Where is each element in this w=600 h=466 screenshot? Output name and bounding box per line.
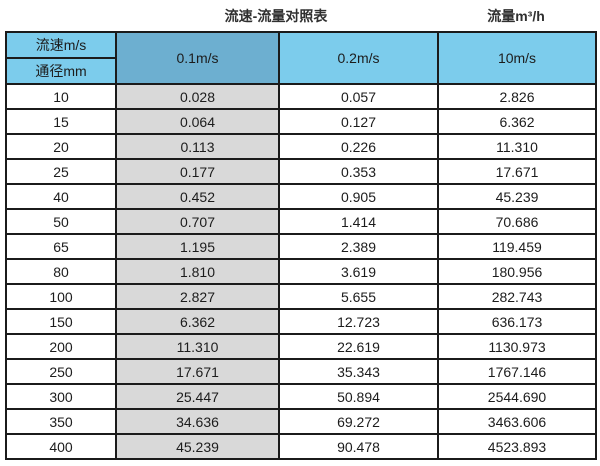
table-row: 300 25.447 50.894 2544.690 [5,383,597,410]
flow-value-cell: 6.362 [115,308,280,335]
flow-value-cell: 2.827 [115,283,280,310]
flow-value-cell: 636.173 [437,308,597,335]
flow-value-cell: 0.707 [115,208,280,235]
flow-value-cell: 35.343 [278,358,439,385]
column-header-0-2ms: 0.2m/s [278,31,439,85]
flow-value-cell: 0.057 [278,83,439,110]
flow-value-cell: 70.686 [437,208,597,235]
table-row: 80 1.810 3.619 180.956 [5,258,597,285]
flow-value-cell: 0.113 [115,133,280,160]
flow-value-cell: 282.743 [437,283,597,310]
flow-value-cell: 17.671 [437,158,597,185]
table-row: 400 45.239 90.478 4523.893 [5,433,597,460]
table-row: 65 1.195 2.389 119.459 [5,233,597,260]
diameter-cell: 400 [5,433,117,460]
flow-value-cell: 119.459 [437,233,597,260]
table-header: 流速m/s 0.1m/s 0.2m/s 10m/s 通径mm [5,31,597,85]
table-row: 25 0.177 0.353 17.671 [5,158,597,185]
table-body: 10 0.028 0.057 2.826 15 0.064 0.127 6.362 20 0.11… [5,83,597,460]
flow-value-cell: 3.619 [278,258,439,285]
flow-value-cell: 69.272 [278,408,439,435]
diameter-cell: 150 [5,308,117,335]
diameter-cell: 65 [5,233,117,260]
table-row: 50 0.707 1.414 70.686 [5,208,597,235]
flow-value-cell: 0.177 [115,158,280,185]
flow-value-cell: 0.127 [278,108,439,135]
diameter-cell: 15 [5,108,117,135]
table-row: 15 0.064 0.127 6.362 [5,108,597,135]
flow-value-cell: 0.452 [115,183,280,210]
flow-value-cell: 5.655 [278,283,439,310]
flow-value-cell: 2544.690 [437,383,597,410]
flow-value-cell: 0.028 [115,83,280,110]
table-row: 20 0.113 0.226 11.310 [5,133,597,160]
diameter-cell: 350 [5,408,117,435]
flow-value-cell: 45.239 [115,433,280,460]
flow-value-cell: 25.447 [115,383,280,410]
diameter-cell: 250 [5,358,117,385]
flow-value-cell: 180.956 [437,258,597,285]
diameter-cell: 50 [5,208,117,235]
diameter-cell: 80 [5,258,117,285]
diameter-cell: 10 [5,83,117,110]
diameter-cell: 200 [5,333,117,360]
flow-rate-table: 流速m/s 0.1m/s 0.2m/s 10m/s 通径mm 10 0.028 0.… [5,31,597,460]
flow-value-cell: 11.310 [115,333,280,360]
flow-value-cell: 4523.893 [437,433,597,460]
flow-value-cell: 50.894 [278,383,439,410]
flow-value-cell: 1.414 [278,208,439,235]
flow-value-cell: 34.636 [115,408,280,435]
flow-value-cell: 0.226 [278,133,439,160]
column-header-0-1ms: 0.1m/s [115,31,280,85]
diameter-cell: 20 [5,133,117,160]
flow-unit-label: 流量m³/h [487,7,545,24]
flow-value-cell: 11.310 [437,133,597,160]
flow-value-cell: 0.353 [278,158,439,185]
table-title: 流速-流量对照表 [224,7,328,24]
flow-value-cell: 12.723 [278,308,439,335]
caption-strip: 流速-流量对照表 流量m³/h [5,0,595,31]
corner-velocity-label: 流速m/s [5,31,117,59]
table-row: 350 34.636 69.272 3463.606 [5,408,597,435]
flow-value-cell: 17.671 [115,358,280,385]
table-row: 40 0.452 0.905 45.239 [5,183,597,210]
flow-value-cell: 0.905 [278,183,439,210]
table-row: 100 2.827 5.655 282.743 [5,283,597,310]
flow-value-cell: 6.362 [437,108,597,135]
flow-value-cell: 1.810 [115,258,280,285]
column-header-10ms: 10m/s [437,31,597,85]
flow-value-cell: 3463.606 [437,408,597,435]
flow-value-cell: 1767.146 [437,358,597,385]
flow-value-cell: 2.826 [437,83,597,110]
table-row: 250 17.671 35.343 1767.146 [5,358,597,385]
flow-value-cell: 22.619 [278,333,439,360]
header-row-bottom: 通径mm [5,57,596,85]
table-row: 200 11.310 22.619 1130.973 [5,333,597,360]
header-row-top: 流速m/s 0.1m/s 0.2m/s 10m/s [5,31,597,85]
table-row: 150 6.362 12.723 636.173 [5,308,597,335]
flow-value-cell: 0.064 [115,108,280,135]
diameter-cell: 40 [5,183,117,210]
flow-value-cell: 1.195 [115,233,280,260]
corner-diameter-label: 通径mm [5,57,117,85]
flow-value-cell: 1130.973 [437,333,597,360]
flow-value-cell: 45.239 [437,183,597,210]
diameter-cell: 25 [5,158,117,185]
flow-value-cell: 90.478 [278,433,439,460]
diameter-cell: 100 [5,283,117,310]
table-row: 10 0.028 0.057 2.826 [5,83,597,110]
diameter-cell: 300 [5,383,117,410]
flow-value-cell: 2.389 [278,233,439,260]
